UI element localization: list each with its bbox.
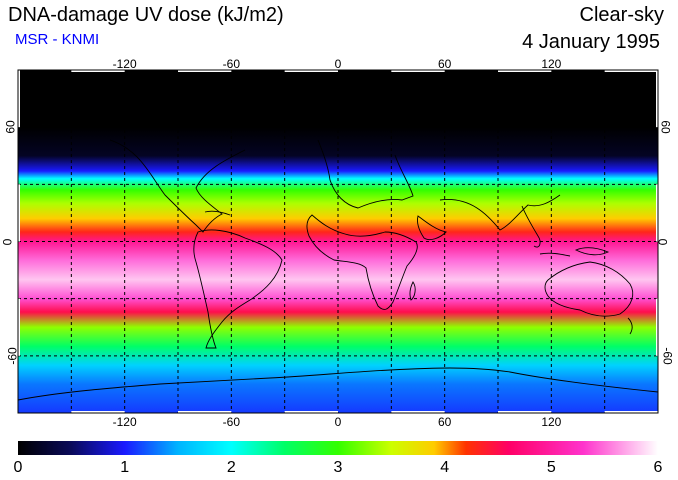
map-frame-ticks (18, 70, 658, 413)
new-zealand-coast (627, 317, 633, 335)
south-america-coast (193, 229, 283, 349)
europe-coast (317, 139, 414, 209)
madagascar-coast (409, 281, 416, 301)
colorbar (18, 441, 658, 455)
colorbar-tick-label: 0 (13, 459, 23, 476)
lat-tick-label-right: 60 (658, 120, 673, 134)
lat-tick-label-left: 60 (3, 120, 18, 134)
date-label: 4 January 1995 (522, 31, 660, 53)
asia-coast (439, 194, 561, 231)
lat-tick-label-right: -60 (660, 347, 675, 365)
lon-tick-label-top: 120 (541, 57, 562, 71)
lon-tick-label-top: 0 (334, 57, 342, 71)
lon-tick-label-bottom: 0 (334, 415, 342, 429)
coastlines (17, 139, 659, 401)
colorbar-tick-label: 2 (226, 459, 236, 476)
lat-tick-label-right: 0 (655, 238, 670, 245)
colorbar-tick-label: 6 (653, 459, 663, 476)
lon-tick-label-bottom: 60 (437, 415, 452, 429)
map-frame (17, 69, 659, 414)
colorbar-tick-label: 1 (120, 459, 130, 476)
africa-coast (306, 214, 418, 310)
antarctica-coast (17, 367, 659, 401)
lon-tick-label-top: -120 (112, 57, 137, 71)
australia-coast (544, 261, 634, 317)
sky-condition-label: Clear-sky (579, 4, 664, 26)
colorbar-tick-label: 5 (546, 459, 556, 476)
colorbar-tick-label: 4 (440, 459, 450, 476)
graticule (18, 70, 658, 413)
indonesia-coast (539, 252, 571, 257)
indochina-coast (521, 205, 541, 248)
lat-tick-label-left: -60 (5, 347, 20, 365)
lon-tick-label-bottom: -120 (112, 415, 137, 429)
source-label: MSR - KNMI (15, 31, 100, 48)
new-guinea-coast (574, 247, 610, 256)
lon-tick-label-bottom: 120 (541, 415, 562, 429)
north-america-coast (109, 139, 246, 233)
lon-tick-label-top: 60 (437, 57, 452, 71)
arabia-coast (417, 215, 447, 241)
lon-tick-label-top: -60 (222, 57, 240, 71)
lon-tick-label-bottom: -60 (222, 415, 240, 429)
colorbar-tick-label: 3 (333, 459, 343, 476)
lat-tick-label-left: 0 (0, 238, 15, 245)
caribbean-coast (204, 210, 231, 216)
map-title: DNA-damage UV dose (kJ/m2) (8, 4, 284, 26)
